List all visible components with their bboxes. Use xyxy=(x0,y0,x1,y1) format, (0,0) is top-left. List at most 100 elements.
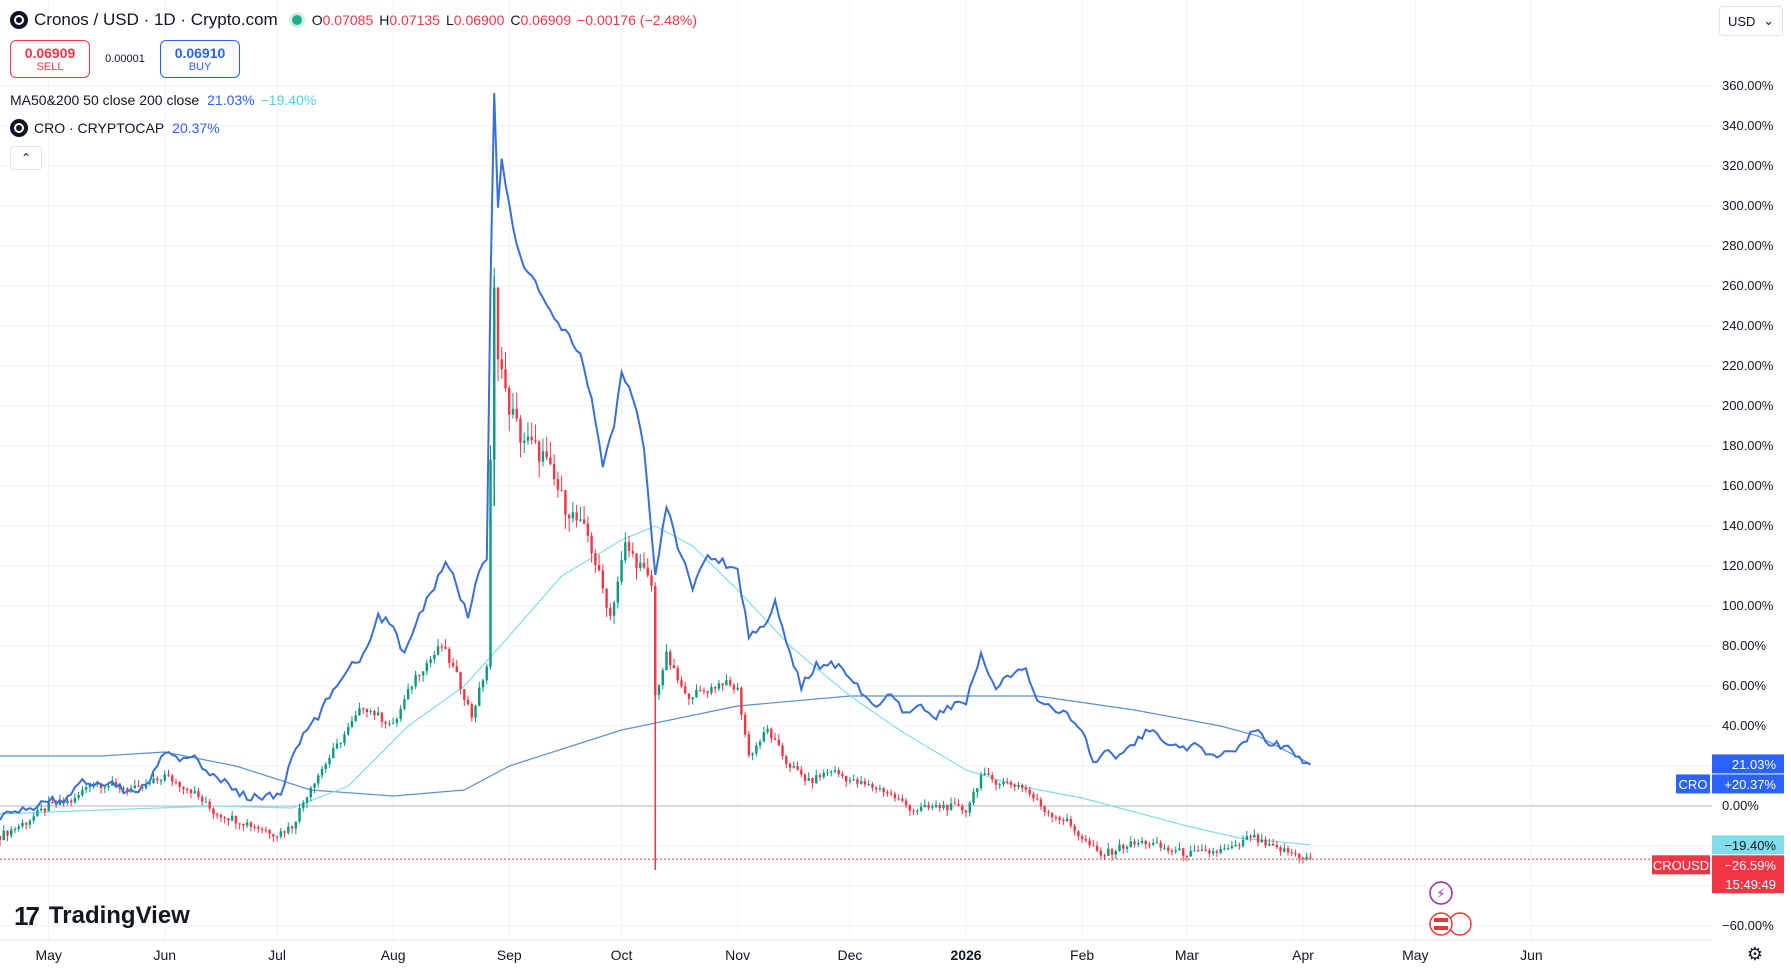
tradingview-logo[interactable]: 17 TradingView xyxy=(14,900,190,932)
gear-icon[interactable]: ⚙ xyxy=(1746,943,1764,964)
candle-body xyxy=(1088,840,1091,846)
candle-body xyxy=(1211,851,1215,854)
candle-body xyxy=(691,697,694,699)
candle-body xyxy=(1006,781,1009,783)
candle-body xyxy=(740,687,743,715)
candle-body xyxy=(822,772,825,778)
candle-body xyxy=(878,788,882,790)
buy-price: 0.06910 xyxy=(174,45,226,61)
candle-body xyxy=(272,833,275,837)
candle-body xyxy=(1095,845,1099,851)
candle-body xyxy=(1253,834,1256,838)
collapse-legend-button[interactable]: ⌃ xyxy=(10,146,42,170)
candle-body xyxy=(249,822,253,827)
candle-body xyxy=(122,788,125,790)
candle-body xyxy=(500,359,503,370)
compare-legend-label: CRO · CRYPTOCAP xyxy=(34,120,165,136)
candle-body xyxy=(867,784,870,786)
candle-body xyxy=(579,519,582,521)
candle-body xyxy=(1032,794,1035,799)
candle-body xyxy=(1107,848,1110,856)
candle-body xyxy=(811,778,814,784)
candle-body xyxy=(350,720,354,727)
candle-body xyxy=(725,680,728,686)
candle-body xyxy=(957,804,960,806)
buy-button[interactable]: 0.06910 BUY xyxy=(160,40,240,78)
candle-body xyxy=(859,781,863,784)
ma-legend[interactable]: MA50&200 50 close 200 close 21.03% −19.4… xyxy=(10,90,316,110)
lightning-icon[interactable] xyxy=(1429,881,1453,905)
candle-body xyxy=(785,756,788,764)
candle-body xyxy=(440,646,444,648)
candle-body xyxy=(347,726,350,735)
candle-body xyxy=(702,690,706,692)
candle-body xyxy=(25,822,28,825)
candle-body xyxy=(972,792,975,803)
candle-body xyxy=(848,780,852,782)
candle-body xyxy=(792,766,795,768)
candle-body xyxy=(114,782,118,785)
compare-legend[interactable]: CRO · CRYPTOCAP 20.37% xyxy=(10,118,220,138)
candle-body xyxy=(1238,844,1241,846)
candle-body xyxy=(665,651,668,671)
y-tick-label: 0.00% xyxy=(1722,798,1759,813)
y-tick-label: 360.00% xyxy=(1722,78,1774,93)
candle-body xyxy=(444,646,447,649)
candle-body xyxy=(1122,844,1125,849)
candle-body xyxy=(893,793,897,799)
candle-body xyxy=(773,738,777,740)
candle-body xyxy=(1080,836,1084,840)
symbol-title[interactable]: Cronos / USD · 1D · Crypto.com xyxy=(34,10,278,29)
candle-body xyxy=(736,687,739,690)
candle-body xyxy=(998,783,1001,785)
candle-body xyxy=(302,802,305,809)
candle-body xyxy=(601,570,605,589)
x-tick-label: Jun xyxy=(153,947,176,963)
candle-body xyxy=(1129,841,1132,847)
currency-select[interactable]: USD ⌄ xyxy=(1719,6,1783,36)
sell-button[interactable]: 0.06909 SELL xyxy=(10,40,90,78)
candle-body xyxy=(1009,782,1013,785)
y-tick-label: 240.00% xyxy=(1722,318,1774,333)
candle-body xyxy=(298,808,301,822)
candle-body xyxy=(1178,848,1181,851)
candle-body xyxy=(189,789,193,794)
candle-body xyxy=(680,680,683,687)
candle-body xyxy=(1028,789,1031,795)
chevron-down-icon: ⌄ xyxy=(1763,13,1774,28)
candle-body xyxy=(1200,849,1204,851)
candle-body xyxy=(1013,784,1016,787)
candle-body xyxy=(328,757,331,765)
x-tick-label: Mar xyxy=(1175,947,1199,963)
candle-body xyxy=(21,822,24,827)
candle-body xyxy=(642,562,646,568)
ma-legend-label: MA50&200 50 close 200 close xyxy=(10,92,200,108)
candle-body xyxy=(133,785,136,789)
us-flag-icon[interactable] xyxy=(1429,912,1453,936)
candle-body xyxy=(1035,798,1039,800)
candle-body xyxy=(481,680,485,688)
candle-body xyxy=(388,723,391,725)
candle-body xyxy=(1167,847,1170,851)
candle-body xyxy=(882,788,885,793)
candle-body xyxy=(1226,848,1230,850)
candle-body xyxy=(552,464,556,480)
candle-body xyxy=(436,646,440,655)
candle-body xyxy=(1155,842,1159,844)
candle-body xyxy=(1069,819,1073,826)
candle-body xyxy=(6,830,9,836)
candle-body xyxy=(650,575,653,587)
candle-body xyxy=(275,836,279,838)
compare-legend-value: 20.37% xyxy=(172,120,220,136)
candle-body xyxy=(826,772,829,774)
candle-body xyxy=(1159,842,1162,848)
candle-body xyxy=(1286,848,1290,853)
candle-body xyxy=(163,774,166,781)
candle-body xyxy=(646,567,649,576)
trade-panel: 0.06909 SELL 0.00001 0.06910 BUY xyxy=(10,40,240,78)
candle-body xyxy=(676,668,679,681)
candle-body xyxy=(620,560,623,582)
candle-body xyxy=(1283,848,1286,852)
candle-body xyxy=(208,801,211,809)
